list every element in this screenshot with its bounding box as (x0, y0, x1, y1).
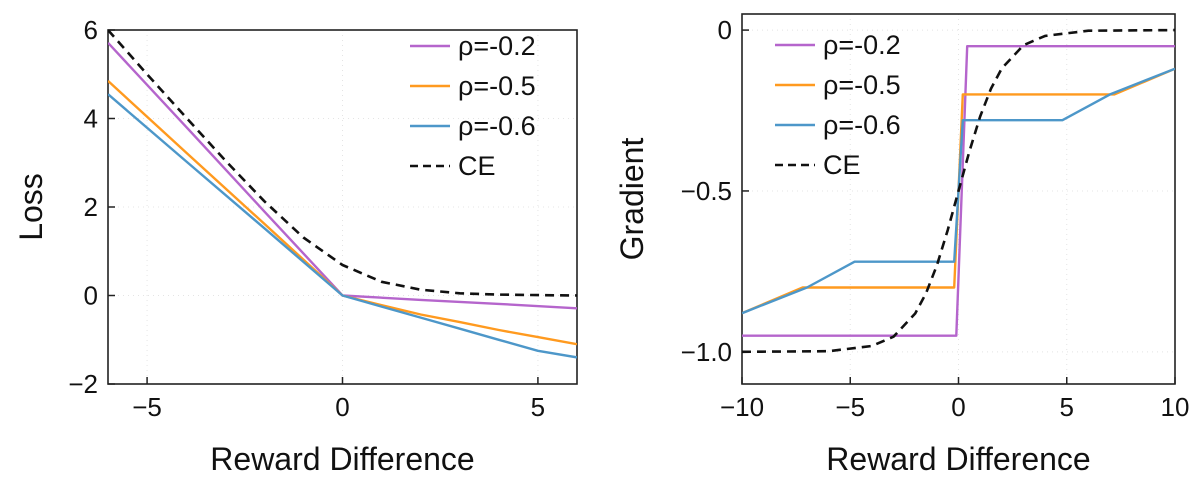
y-tick-label: 0 (84, 281, 98, 311)
y-axis-label: Gradient (614, 138, 650, 261)
x-tick-label: 10 (1161, 392, 1190, 422)
y-axis-label: Loss (13, 173, 49, 241)
y-tick-label: −0.5 (681, 176, 732, 206)
series-line-ce (742, 28, 1175, 354)
x-tick-label: 5 (531, 392, 545, 422)
legend-label: ρ=-0.5 (823, 70, 901, 100)
legend-label: ρ=-0.2 (823, 30, 901, 60)
series-line-rho-2 (108, 93, 577, 359)
legend: ρ=-0.2 ρ=-0.5 ρ=-0.6 CE (410, 31, 536, 181)
y-tick-label: 6 (84, 15, 98, 45)
legend-label: ρ=-0.6 (823, 110, 901, 140)
x-tick-label: −5 (132, 392, 162, 422)
x-tick-label: 0 (335, 392, 349, 422)
y-tick-label: −2 (68, 369, 98, 399)
legend-label: CE (823, 150, 861, 180)
legend-label: ρ=-0.5 (458, 71, 536, 101)
series-line-rho-1 (108, 80, 577, 346)
series-line-rho-0 (742, 45, 1175, 337)
y-tick-label: 4 (84, 104, 98, 134)
legend: ρ=-0.2 ρ=-0.5 ρ=-0.6 CE (775, 30, 901, 180)
legend-label: ρ=-0.2 (458, 31, 536, 61)
legend-label: CE (458, 151, 496, 181)
y-tick-label: 2 (84, 192, 98, 222)
y-tick-label: −1.0 (681, 337, 732, 367)
gradient-chart: −10 −5 0 5 10 −1.0 −0.5 0 Reward Difference Gradi… (614, 13, 1190, 477)
y-tick-label: 0 (718, 15, 732, 45)
series-line-ce (108, 30, 577, 297)
x-tick-label: 5 (1060, 392, 1074, 422)
x-tick-label: 0 (951, 392, 965, 422)
legend-label: ρ=-0.6 (458, 111, 536, 141)
x-tick-label: −10 (720, 392, 764, 422)
series-group (742, 28, 1175, 354)
x-tick-label: −5 (835, 392, 865, 422)
x-axis-label: Reward Difference (826, 441, 1090, 477)
x-axis-label: Reward Difference (210, 441, 474, 477)
series-group (108, 30, 577, 359)
